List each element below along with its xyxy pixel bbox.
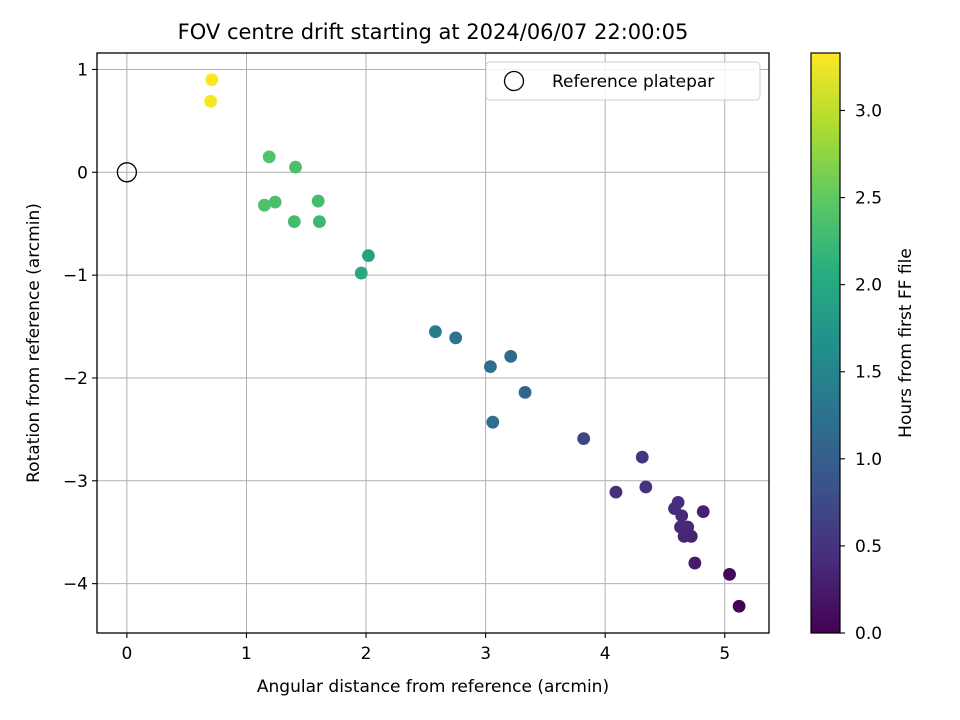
x-tick-label: 3 [480, 644, 491, 664]
scatter-point [289, 160, 302, 174]
legend-reference-marker [503, 70, 525, 92]
scatter-point [609, 485, 623, 499]
y-tick-label: −2 [63, 369, 88, 389]
y-tick-label: −1 [63, 266, 88, 286]
colorbar-frame [810, 52, 841, 634]
x-axis-label: Angular distance from reference (arcmin) [257, 677, 609, 697]
colorbar-tick-label: 0.0 [855, 624, 882, 644]
colorbar-tick-label: 2.5 [855, 189, 882, 209]
legend-box [485, 61, 761, 101]
scatter-point [205, 73, 219, 87]
chart-title: FOV centre drift starting at 2024/06/07 … [178, 20, 689, 44]
gridlines [97, 53, 769, 633]
scatter-point [287, 215, 301, 229]
scatter-point [313, 215, 326, 229]
scatter-point [362, 249, 375, 262]
colorbar-tick-label: 1.0 [855, 450, 882, 470]
scatter-point [518, 385, 532, 399]
scatter-point [449, 331, 463, 345]
colorbar-ticks: 0.0 0.5 1.0 1.5 2.0 2.5 3.0 [840, 101, 882, 644]
legend: Reference platepar [485, 61, 761, 101]
scatter-point [262, 150, 276, 164]
scatter-point [258, 198, 271, 212]
x-axis-ticks: 0 1 2 3 4 5 [121, 633, 730, 664]
y-axis-ticks: 1 0 −1 −2 −3 −4 [63, 60, 97, 595]
scatter-point [671, 495, 685, 509]
x-tick-label: 2 [361, 644, 372, 664]
reference-platepar-point [116, 162, 138, 183]
y-tick-label: 1 [77, 60, 88, 80]
colorbar-tick-label: 2.0 [855, 276, 882, 296]
colorbar-gradient [811, 53, 840, 633]
scatter-point [723, 567, 736, 581]
x-tick-label: 1 [241, 644, 252, 664]
scatter-point [311, 194, 325, 208]
scatter-point [577, 432, 591, 446]
colorbar-label: Hours from first FF file [896, 248, 916, 438]
scatter-point [674, 520, 687, 534]
scatter-point [204, 94, 217, 108]
scatter-point [639, 480, 653, 494]
y-axis-label: Rotation from reference (arcmin) [24, 203, 44, 483]
legend-reference-label: Reference platepar [552, 72, 714, 92]
colorbar-tick-label: 1.5 [855, 363, 882, 383]
scatter-point [504, 349, 518, 363]
colorbar: 0.0 0.5 1.0 1.5 2.0 2.5 3.0 Hours from first F… [810, 52, 916, 644]
scatter-point [688, 556, 702, 570]
scatter-point [428, 325, 442, 339]
colorbar-tick-label: 3.0 [855, 101, 882, 121]
scatter-point [486, 415, 500, 429]
x-tick-label: 4 [600, 644, 611, 664]
scatter-points [116, 73, 746, 613]
scatter-point [635, 450, 649, 464]
x-tick-label: 0 [121, 644, 132, 664]
scatter-point [268, 195, 282, 209]
y-tick-label: 0 [77, 163, 88, 183]
y-tick-label: −4 [63, 575, 88, 595]
plot-area-frame [96, 52, 770, 634]
x-tick-label: 5 [719, 644, 730, 664]
scatter-point [483, 360, 497, 374]
scatter-point [696, 505, 710, 519]
scatter-point [732, 599, 746, 613]
scatter-point [354, 266, 368, 280]
colorbar-tick-label: 0.5 [855, 537, 882, 557]
y-tick-label: −3 [63, 472, 88, 492]
